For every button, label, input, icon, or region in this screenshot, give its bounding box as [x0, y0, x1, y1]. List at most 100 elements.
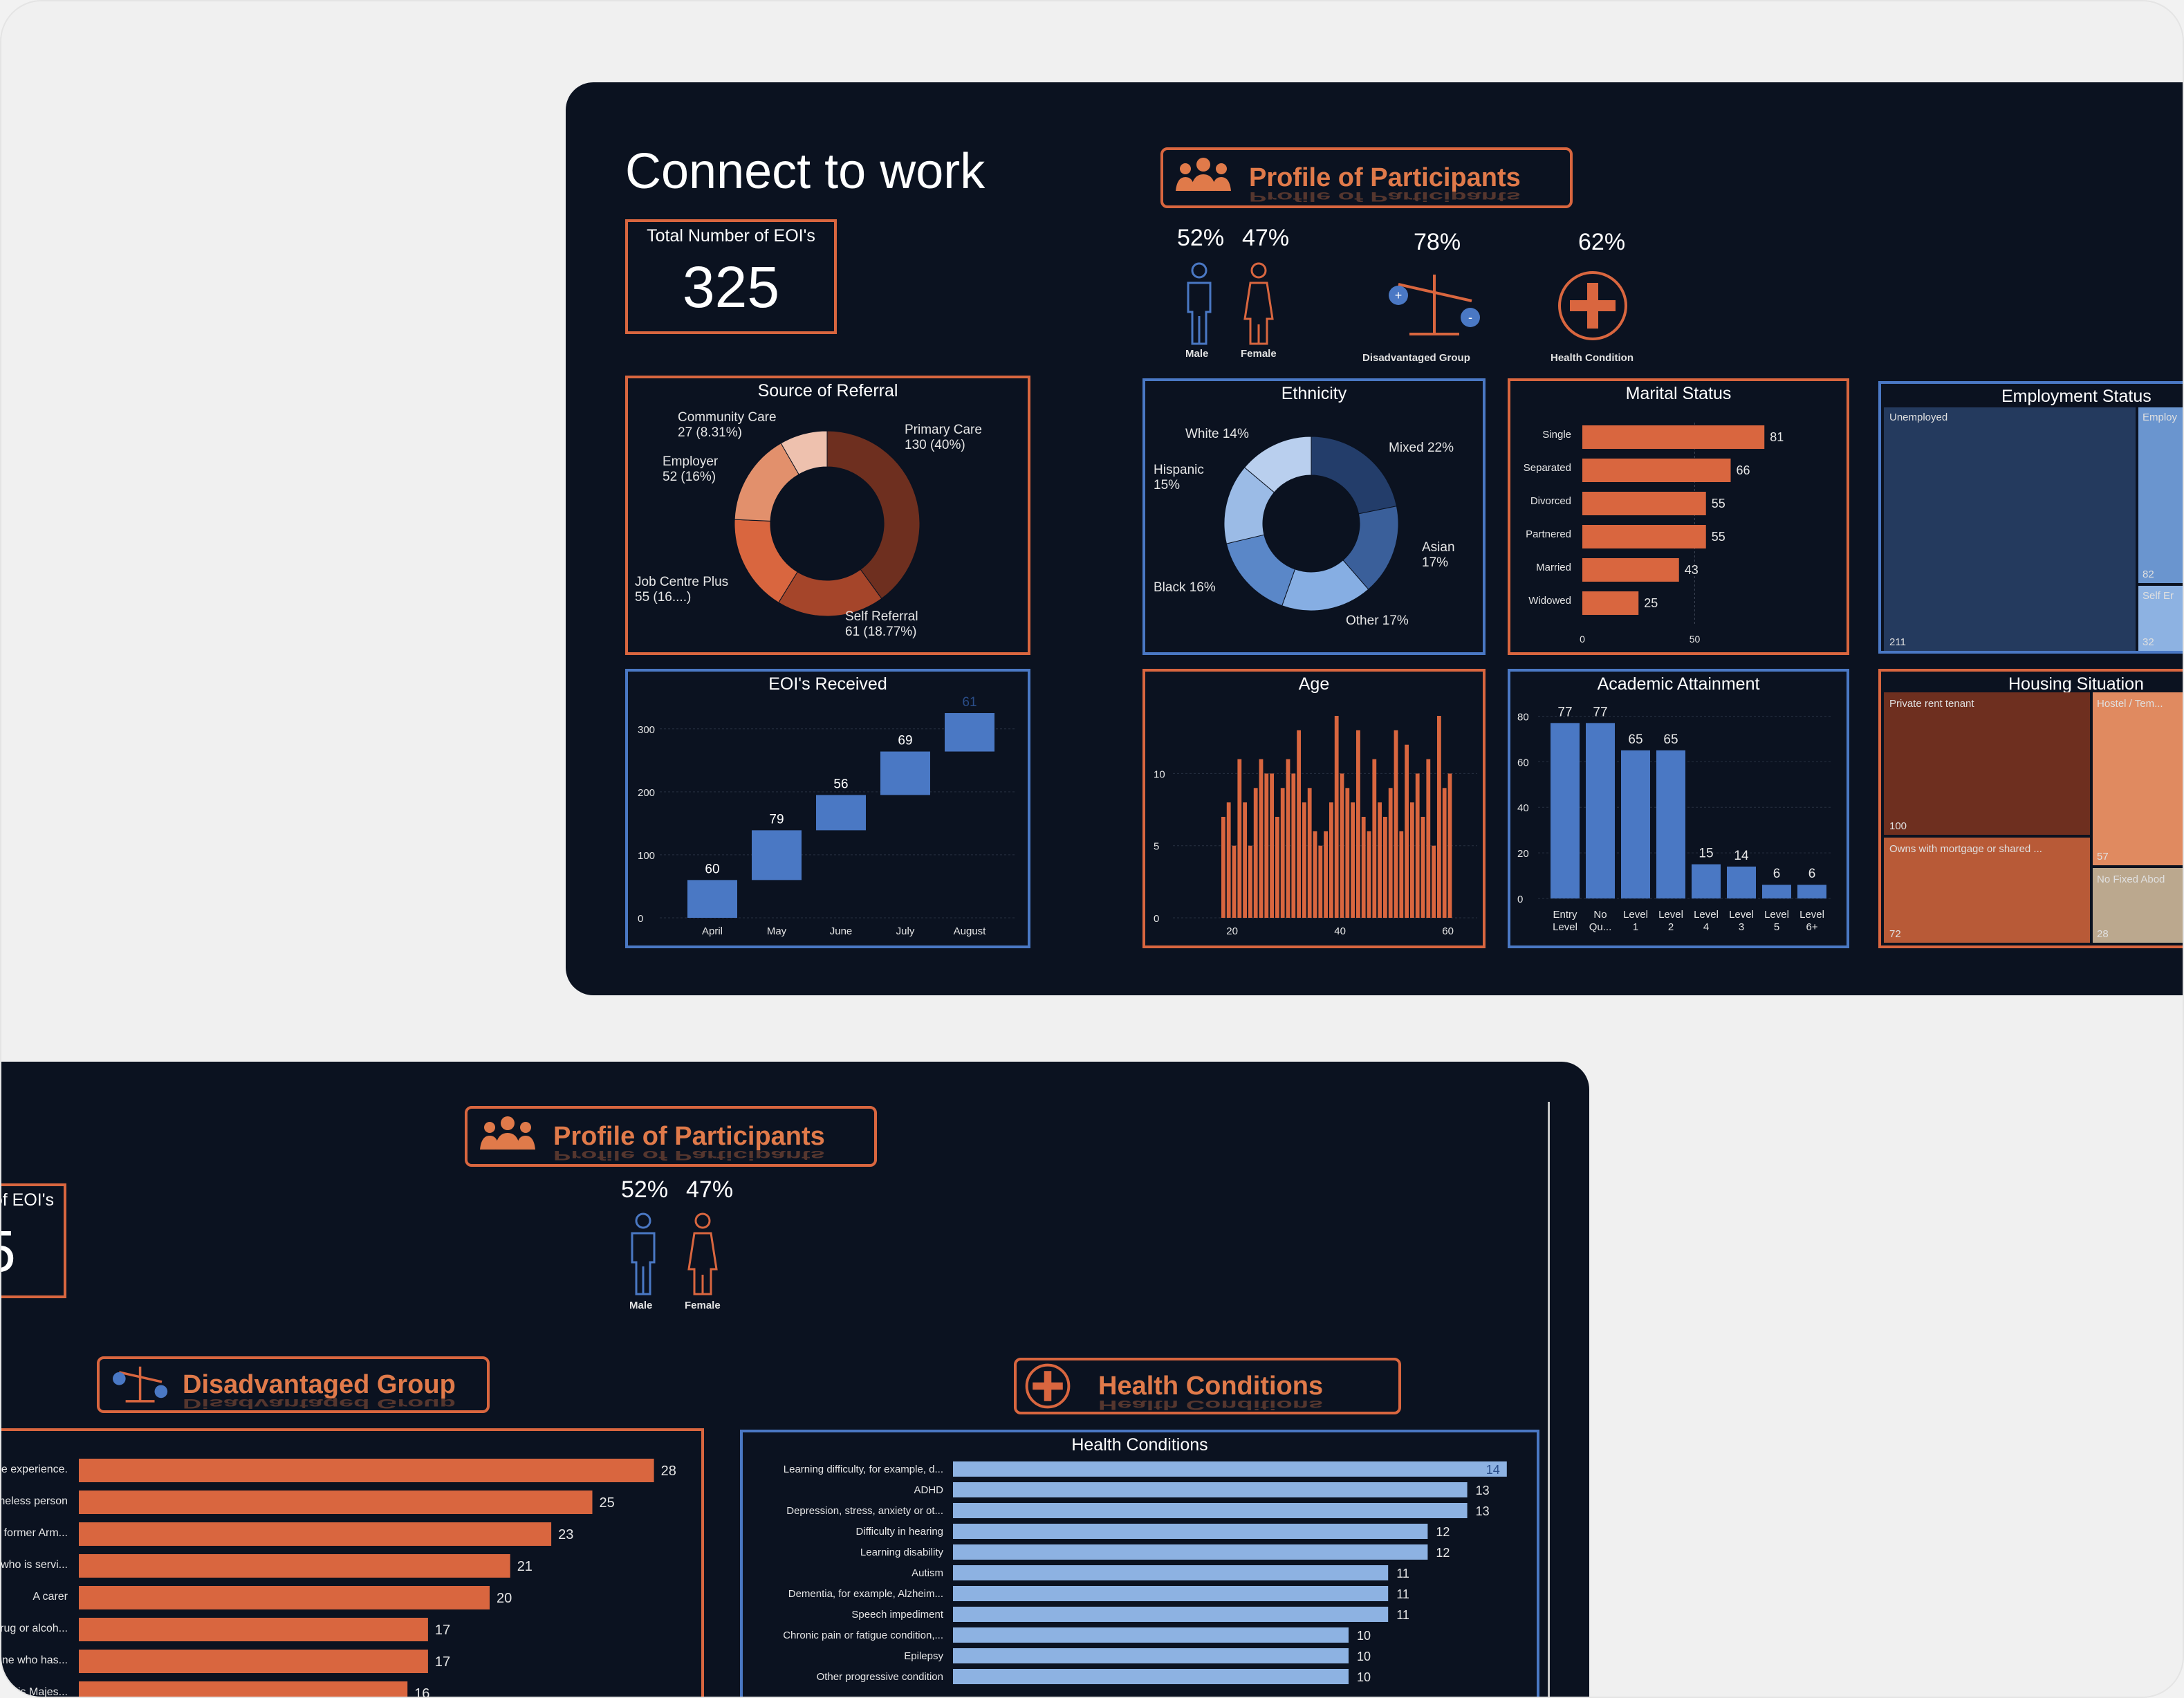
- treemap-cell-value: 100: [1889, 820, 1907, 832]
- bar: [79, 1522, 552, 1546]
- treemap-cell-value: 28: [2097, 928, 2109, 940]
- marital-panel: Marital Status Single 81 Separated 66 Divorc…: [1508, 378, 1849, 655]
- bar: [953, 1503, 1468, 1518]
- bar: [1313, 831, 1317, 918]
- treemap-cell-no-fixed-abode[interactable]: No Fixed Abod 28: [2093, 868, 2183, 943]
- total-eoi-value-partial: 5: [1, 1218, 16, 1285]
- treemap-cell-unemployed[interactable]: Unemployed 211: [1884, 407, 2136, 651]
- y-tick-label: Chronic pain or fatigue condition,...: [783, 1630, 943, 1641]
- profile-header: Profile of Participants Profile of Partic…: [465, 1106, 877, 1167]
- x-tick-label: Level: [1764, 909, 1789, 921]
- data-label: 16: [414, 1686, 429, 1698]
- health-conditions-title: Health Conditions: [1071, 1435, 1208, 1455]
- data-label: 14: [1734, 849, 1749, 863]
- female-percent: 47%: [686, 1176, 734, 1203]
- data-label: 81: [1770, 430, 1784, 444]
- slice-label: Self Referral: [845, 609, 918, 624]
- y-tick-label: 10: [1154, 768, 1165, 780]
- total-eoi-label-partial: of EOI's: [1, 1190, 54, 1210]
- data-label: 69: [898, 734, 912, 748]
- data-label: 11: [1396, 1567, 1409, 1580]
- female-percent: 47%: [1242, 225, 1290, 251]
- bar: [1383, 817, 1387, 918]
- bar: [1275, 817, 1279, 918]
- treemap-cell-value: 82: [2143, 569, 2154, 580]
- x-tick-label: 5: [1774, 921, 1779, 933]
- disadvantaged-percent: 78%: [1414, 229, 1461, 255]
- bar: [953, 1669, 1349, 1684]
- disadvantaged-header: Disadvantaged Group Disadvantaged Group: [97, 1356, 490, 1413]
- y-tick-label: 200: [638, 787, 655, 799]
- treemap-cell-owns-mortgage[interactable]: Owns with mortgage or shared ... 72: [1884, 838, 2090, 943]
- marital-bar-chart: Single 81 Separated 66 Divorced 55 Partnered 55…: [1524, 423, 1784, 645]
- disadvantaged-panel: are experience. 28 omeless person 25 r forme…: [0, 1428, 704, 1698]
- donut-slice: [826, 430, 920, 600]
- male-icon: [631, 1212, 656, 1295]
- health-conditions-header: Health Conditions Health Conditions: [1014, 1358, 1401, 1414]
- housing-title: Housing Situation: [2008, 674, 2144, 694]
- bar: [953, 1586, 1389, 1601]
- y-tick-label: omeless person: [0, 1495, 68, 1507]
- y-tick-label: 5: [1154, 841, 1159, 853]
- disadvantaged-header-label: Disadvantaged Group Disadvantaged Group: [183, 1369, 456, 1410]
- bar: [1237, 759, 1242, 918]
- bar: [1248, 845, 1252, 918]
- dashboard-main: Connect to work Total Number of EOI's 32…: [566, 82, 2183, 995]
- treemap-cell-employed[interactable]: Employ 82: [2138, 407, 2183, 583]
- treemap-cell-label: Hostel / Tem...: [2097, 698, 2163, 710]
- academic-panel: Academic Attainment 0 20 40 60 80 77 Entry Leve…: [1508, 669, 1849, 948]
- treemap-cell-private-rent[interactable]: Private rent tenant 100: [1884, 692, 2090, 835]
- bar: [1318, 845, 1323, 918]
- bar: [1405, 744, 1409, 918]
- x-tick-label: Level: [1694, 909, 1719, 921]
- x-tick-label: Entry: [1553, 909, 1577, 921]
- x-tick-label: 0: [1580, 634, 1585, 645]
- scrollbar-track[interactable]: [1548, 1102, 1550, 1697]
- bar: [1586, 723, 1615, 898]
- ethnicity-title: Ethnicity: [1281, 384, 1347, 403]
- total-eoi-card: Total Number of EOI's 325: [625, 219, 837, 334]
- y-tick-label: ADHD: [914, 1484, 943, 1496]
- age-panel: Age 0 5 10 20 40 60: [1142, 669, 1486, 948]
- donut-slice: [1311, 436, 1398, 515]
- slice-label: Job Centre Plus: [635, 575, 728, 589]
- y-tick-label: Separated: [1524, 462, 1571, 474]
- bar: [1286, 759, 1290, 918]
- bar: [1243, 802, 1247, 918]
- x-tick-label: Qu...: [1589, 921, 1612, 933]
- female-label: Female: [685, 1300, 721, 1311]
- bar: [1232, 845, 1237, 918]
- bar: [953, 1461, 1507, 1477]
- eoi-received-title: EOI's Received: [768, 674, 887, 694]
- y-tick-label: 300: [638, 724, 655, 736]
- bar: [1367, 831, 1371, 918]
- data-label: 65: [1663, 732, 1678, 747]
- bar: [1264, 773, 1269, 918]
- y-tick-label: A carer: [33, 1591, 68, 1603]
- data-label: 61: [962, 695, 977, 710]
- housing-panel: Housing Situation Private rent tenant 10…: [1878, 669, 2183, 948]
- donut-slice: [1243, 436, 1312, 493]
- slice-label: 17%: [1422, 555, 1448, 570]
- x-tick-label: Level: [1799, 909, 1824, 921]
- data-label: 6: [1773, 867, 1781, 881]
- treemap-cell-hostel[interactable]: Hostel / Tem... 57: [2093, 692, 2183, 865]
- x-tick-label: Level: [1623, 909, 1648, 921]
- data-label: 12: [1436, 1546, 1450, 1560]
- data-label: 20: [497, 1591, 512, 1606]
- age-title: Age: [1298, 674, 1330, 694]
- y-tick-label: Learning disability: [860, 1547, 944, 1558]
- bar: [1372, 759, 1377, 918]
- bar: [1270, 773, 1274, 918]
- bar: [1582, 591, 1639, 615]
- y-tick-label: 100: [638, 850, 655, 862]
- eoi-received-panel: EOI's Received 0 100 200 300 60 April 79 May 56 J…: [625, 669, 1030, 948]
- y-tick-label: 0: [1517, 894, 1523, 905]
- treemap-cell-self-employed[interactable]: Self Er 32: [2138, 586, 2183, 651]
- x-tick-label: May: [767, 925, 787, 937]
- x-tick-label: 60: [1442, 925, 1454, 937]
- slice-label: White 14%: [1185, 427, 1249, 441]
